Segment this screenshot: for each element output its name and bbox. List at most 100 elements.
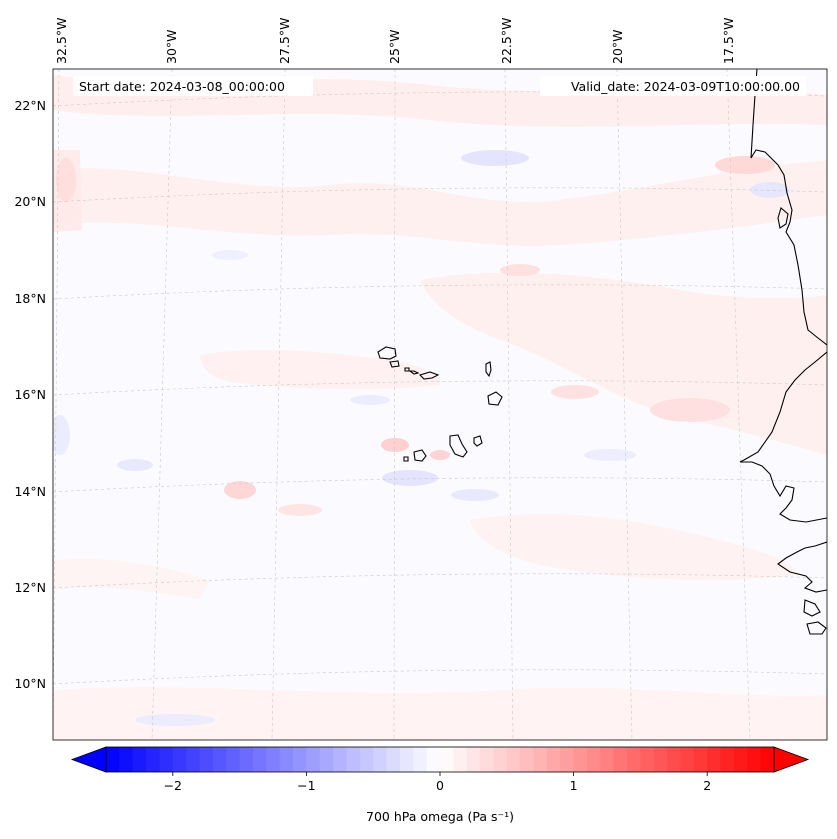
colorbar-steps (106, 747, 775, 772)
cape-verde-islands (377, 346, 503, 462)
omega-positive-band (53, 558, 210, 600)
lon-label: 20°W (610, 29, 625, 64)
colorbar-step (212, 747, 227, 772)
island-sal (485, 361, 492, 378)
valid-date-box (540, 76, 806, 96)
colorbar-step (346, 747, 361, 772)
omega-negative-cell (350, 395, 390, 405)
island-santo-antao (377, 346, 397, 360)
colorbar-step (760, 747, 775, 772)
colorbar-step (613, 747, 628, 772)
colorbar-step (226, 747, 241, 772)
colorbar-extend-min (70, 746, 107, 773)
colorbar-tick-label: −2 (164, 778, 182, 793)
colorbar-step (466, 747, 481, 772)
colorbar-step (239, 747, 254, 772)
meridian-line (616, 69, 633, 740)
lat-label: 22°N (14, 98, 46, 113)
colorbar-step (426, 747, 441, 772)
omega-positive-cell (551, 385, 599, 399)
lat-label: 16°N (14, 387, 46, 402)
africa-coastline (750, 69, 827, 346)
colorbar-ticks: −2 −1 0 1 2 (164, 772, 711, 793)
meridian-line (271, 69, 286, 740)
africa-coastline (739, 351, 827, 523)
omega-negative-cell (382, 470, 438, 486)
colorbar-step (186, 747, 201, 772)
island-sao-nicolau (408, 370, 420, 375)
colorbar-step (333, 747, 347, 772)
coastal-island (806, 621, 827, 635)
colorbar-step (533, 747, 548, 772)
colorbar-step (413, 747, 428, 772)
colorbar-step (573, 747, 588, 772)
colorbar-step (319, 747, 334, 772)
lon-label: 30°W (164, 29, 179, 64)
lon-label: 32.5°W (54, 18, 69, 64)
colorbar-step (480, 747, 494, 772)
lat-label: 14°N (14, 484, 46, 499)
graticule (53, 69, 827, 740)
meridian-line (151, 69, 173, 740)
island-sao-vicente (389, 360, 400, 368)
colorbar-extend-max (773, 746, 810, 773)
omega-negative-cell (584, 449, 636, 461)
island-fogo (413, 449, 427, 462)
omega-positive-cell (500, 264, 540, 276)
colorbar-step (306, 747, 321, 772)
island-brava (403, 456, 409, 462)
colorbar-step (600, 747, 615, 772)
colorbar-step (453, 747, 468, 772)
colorbar-step (359, 747, 374, 772)
colorbar-step (146, 747, 160, 772)
colorbar-step (707, 747, 722, 772)
lon-label: 17.5°W (721, 18, 736, 64)
meridian-line (393, 69, 396, 740)
meridian-line (726, 69, 751, 740)
colorbar-step (747, 747, 762, 772)
colorbar-step (399, 747, 414, 772)
omega-positive-cell (715, 156, 775, 174)
lat-label: 18°N (14, 291, 46, 306)
coastlines (739, 69, 827, 635)
omega-negative-cell (212, 250, 248, 260)
omega-negative-cell (461, 150, 529, 166)
longitude-labels: 32.5°W 30°W 27.5°W 25°W 22.5°W 20°W 17.5… (54, 18, 736, 64)
map-frame (52, 68, 828, 741)
colorbar-step (653, 747, 668, 772)
colorbar-step (386, 747, 401, 772)
valid-date-label: Valid_date: 2024-03-09T10:00:00.00 (571, 79, 800, 94)
colorbar-step (667, 747, 681, 772)
colorbar-tick-label: 0 (436, 778, 444, 793)
omega-positive-cell (430, 450, 450, 460)
omega-positive-cell (650, 398, 730, 422)
lat-label: 20°N (14, 194, 46, 209)
colorbar-step (279, 747, 294, 772)
colorbar-step (640, 747, 655, 772)
lon-label: 27.5°W (277, 18, 292, 64)
lon-label: 22.5°W (499, 18, 514, 64)
omega-positive-band (470, 513, 800, 581)
colorbar-step (119, 747, 134, 772)
africa-coastline (777, 541, 827, 593)
colorbar-step (627, 747, 641, 772)
colorbar-step (373, 747, 388, 772)
island-boa-vista (487, 391, 503, 406)
parallel-line (53, 91, 827, 107)
island-maio (473, 435, 483, 447)
colorbar-step (560, 747, 575, 772)
island-sao-nicolau-east (418, 371, 440, 380)
parallel-line (53, 284, 827, 300)
colorbar-step (293, 747, 307, 772)
colorbar-step (172, 747, 187, 772)
colorbar-step (586, 747, 601, 772)
lat-label: 12°N (14, 580, 46, 595)
colorbar-step (720, 747, 735, 772)
coastal-island (803, 599, 821, 617)
lat-label: 10°N (14, 676, 46, 691)
colorbar-step (546, 747, 561, 772)
colorbar-step (680, 747, 695, 772)
colorbar-step (440, 747, 454, 772)
island-santiago (449, 434, 468, 458)
